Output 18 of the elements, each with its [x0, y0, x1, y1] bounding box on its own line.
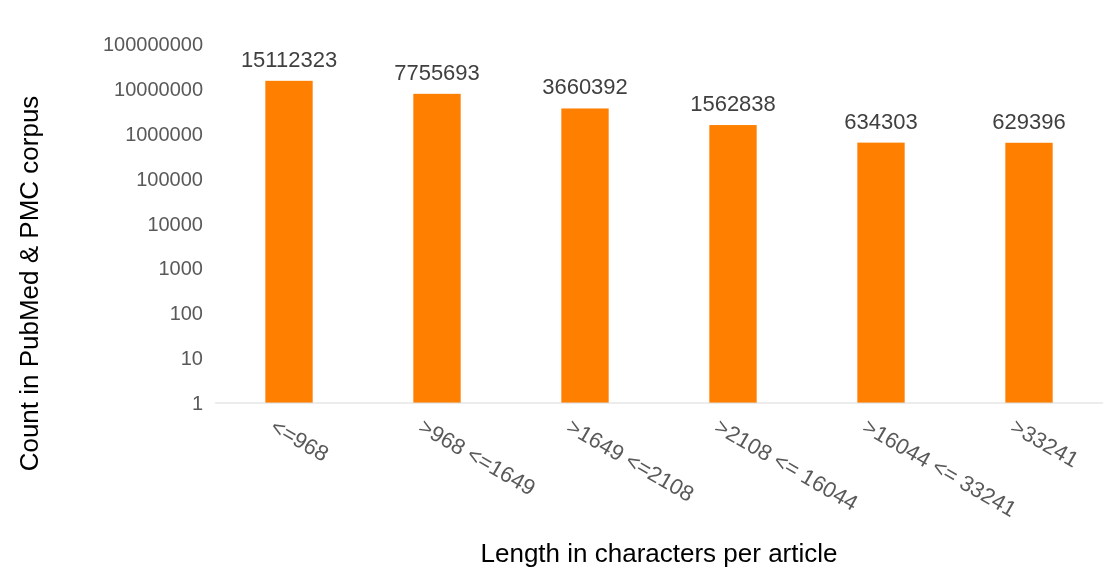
- y-axis-title: Count in PubMed & PMC corpus: [14, 95, 44, 472]
- y-tick-label: 10: [180, 347, 203, 370]
- data-label: 3660392: [542, 74, 628, 100]
- y-tick-label: 10000000: [114, 77, 203, 100]
- data-label: 15112323: [240, 46, 338, 72]
- y-tick-label: 1000000: [125, 122, 203, 145]
- data-label: 629396: [992, 108, 1066, 134]
- x-axis-title: Length in characters per article: [480, 538, 838, 568]
- y-tick-label: 100: [169, 302, 203, 325]
- y-tick-label: 100000000: [102, 33, 203, 55]
- data-label: 7755693: [394, 59, 480, 85]
- y-tick-label: 1: [191, 392, 203, 414]
- y-tick-label: 10000: [147, 212, 203, 235]
- y-tick-label: 100000: [136, 167, 203, 190]
- data-label: 634303: [844, 108, 918, 134]
- x-tick-label: <=968: [266, 413, 334, 467]
- y-tick-label: 1000: [158, 257, 203, 280]
- data-label: 1562838: [690, 91, 776, 117]
